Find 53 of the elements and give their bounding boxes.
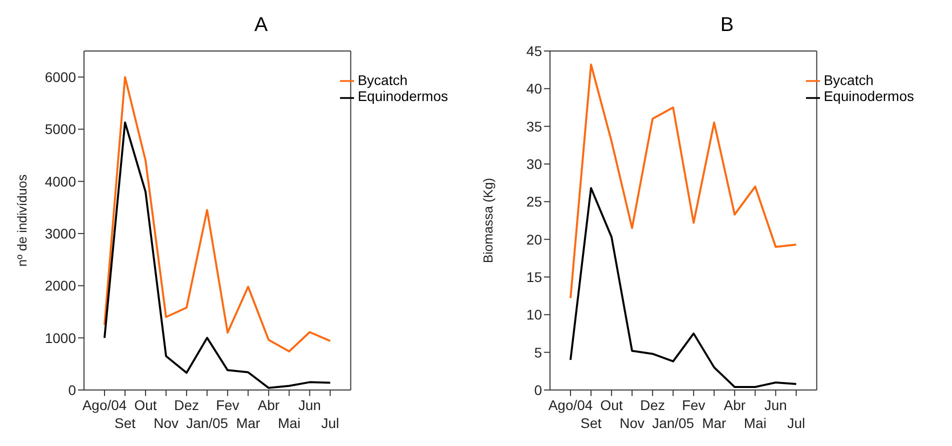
x-tick-label: Mar [236, 415, 261, 431]
y-axis-title: Biomassa (Kg) [480, 178, 496, 264]
x-tick-label: Abr [724, 397, 746, 413]
x-tick-label: Jul [787, 415, 806, 431]
x-tick-label: Jan/05 [652, 415, 694, 431]
x-tick-label: Dez [640, 397, 666, 413]
legend-label: Bycatch [824, 72, 874, 88]
legend-label: Equinodermos [824, 88, 914, 104]
y-axis-title: nº de indivíduos [14, 174, 30, 267]
x-tick-label: Dez [174, 397, 200, 413]
x-tick-label: Mar [702, 415, 727, 431]
chart-title: A [253, 13, 269, 38]
y-tick-label: 1000 [44, 330, 76, 346]
x-tick-label: Mai [744, 415, 766, 431]
line-series [570, 64, 798, 300]
x-tick-label: Jun [298, 397, 321, 413]
x-tick-label: Out [134, 397, 157, 413]
x-tick-label: Ago/04 [82, 397, 127, 413]
x-tick-label: Ago/04 [548, 397, 593, 413]
x-tick-label: Out [600, 397, 623, 413]
y-tick-label: 15 [526, 268, 542, 285]
y-tick-label: 6000 [44, 69, 76, 86]
y-tick-label: 5000 [44, 121, 76, 138]
legend-label: Bycatch [358, 72, 408, 88]
y-tick-label: 0 [68, 382, 76, 398]
line-series [104, 121, 332, 389]
x-tick-label: Jun [764, 397, 787, 413]
y-tick-label: 45 [526, 42, 542, 59]
legend-label: Equinodermos [358, 88, 448, 104]
y-tick-label: 25 [526, 194, 542, 210]
y-tick-label: 10 [526, 306, 542, 323]
x-tick-label: Nov [154, 415, 179, 431]
x-tick-label: Jan/05 [186, 415, 228, 431]
y-tick-label: 2000 [44, 278, 76, 294]
y-tick-label: 5 [534, 344, 542, 360]
x-tick-label: Jul [321, 415, 340, 431]
y-tick-label: 3000 [44, 226, 76, 242]
y-tick-label: 35 [526, 118, 542, 134]
y-tick-label: 40 [526, 80, 542, 97]
x-tick-label: Set [580, 415, 602, 431]
y-tick-label: 4000 [44, 173, 76, 190]
x-tick-label: Fev [216, 397, 240, 413]
y-tick-label: 30 [526, 156, 542, 172]
x-tick-label: Mai [278, 415, 300, 431]
chart-title: B [719, 13, 735, 38]
y-tick-label: 0 [534, 382, 542, 398]
x-tick-label: Abr [258, 397, 280, 413]
line-series [570, 187, 798, 388]
y-tick-label: 20 [526, 231, 542, 248]
line-series [104, 76, 332, 352]
x-tick-label: Fev [682, 397, 706, 413]
x-tick-label: Set [114, 415, 136, 431]
x-tick-label: Nov [620, 415, 645, 431]
